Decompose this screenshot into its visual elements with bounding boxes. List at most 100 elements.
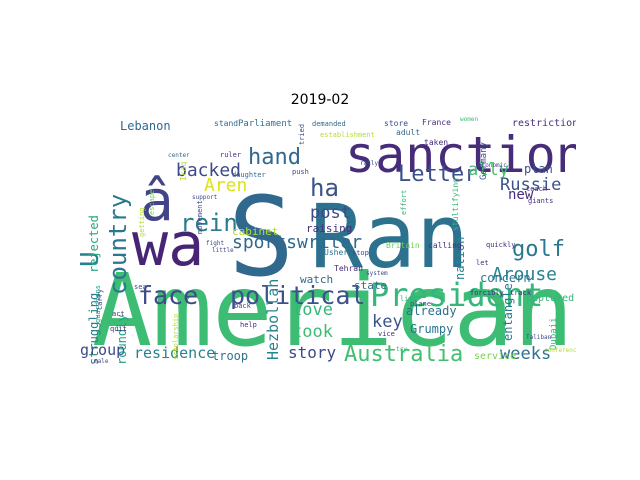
word-track: track <box>510 289 532 297</box>
word-little: little <box>212 247 234 254</box>
word-back: back <box>234 302 252 310</box>
word-guardians: guardians <box>94 285 102 323</box>
word-story: story <box>288 343 337 362</box>
word-arouse: Arouse <box>492 264 557 285</box>
word-demanded: demanded <box>312 120 346 128</box>
word-political: political <box>230 281 365 310</box>
word-backed: backed <box>176 160 241 181</box>
word-a: â <box>140 169 174 234</box>
word-forcibly: forcibly <box>470 289 504 297</box>
word-rein: rein <box>180 209 238 237</box>
word-effort: effort <box>400 190 408 215</box>
word-stand: stand <box>214 119 238 128</box>
word-adult: adult <box>396 128 420 137</box>
word-nation: nation <box>453 237 467 280</box>
word-hezbollah: Hezbollah <box>264 279 282 360</box>
word-ran: Ran <box>310 185 469 288</box>
word-getting: getting <box>138 207 146 237</box>
word-escape: escape <box>148 190 156 215</box>
word-group: group <box>80 341 125 359</box>
word-france: France <box>422 118 451 127</box>
word-u: U <box>80 251 105 267</box>
word-life: life <box>400 295 417 303</box>
word-sea: sea <box>134 283 147 291</box>
word-wa: wa <box>132 210 204 280</box>
word-lebanon: Lebanon <box>120 119 171 133</box>
word-quickly: quickly <box>486 241 516 249</box>
word-store: store <box>384 119 408 128</box>
word-ruler: ruler <box>220 151 241 159</box>
word-sanction: sanction <box>345 126 576 184</box>
word-post: post <box>310 203 351 223</box>
word-system: system <box>366 270 388 277</box>
word-dubaii: Dubaii <box>549 317 559 350</box>
word-troop: troop <box>212 349 248 363</box>
word-grumpy: Grumpy <box>410 322 453 336</box>
word-service: service <box>474 351 516 362</box>
word-golf: golf <box>512 237 565 262</box>
word-iraq: Iraq <box>179 162 188 181</box>
word-teach: teach <box>526 185 547 193</box>
word-australia: Australia <box>344 342 463 365</box>
chart-title: 2019-02 <box>290 92 350 108</box>
word-act: act <box>112 310 125 318</box>
word-russie: Russie <box>500 175 561 195</box>
word-economic: economic <box>478 162 507 169</box>
word-germany: Germany <box>479 141 489 180</box>
word-movement: movement <box>196 200 204 234</box>
word-taliban: Taliban <box>526 334 552 341</box>
word-center: center <box>168 152 190 159</box>
word-britain: Britain <box>386 241 420 250</box>
word-struggling: struggling <box>87 293 101 365</box>
word-restriction: restriction <box>512 118 576 129</box>
word-carry: carry <box>96 289 104 310</box>
word-took: took <box>292 322 333 342</box>
word-love: love <box>292 300 333 320</box>
word-watch: watch <box>300 273 333 286</box>
word-establishment: establishment <box>320 131 375 139</box>
word-american: American <box>92 252 574 365</box>
word-concern: concern <box>480 271 531 285</box>
word-vice: vice <box>378 330 395 338</box>
word-letter: Letter <box>398 162 477 187</box>
word-parliament: Parliament <box>238 119 292 129</box>
word-cabinet: cabinet <box>232 225 278 238</box>
word-weeks: weeks <box>500 344 551 364</box>
word-conference: conference <box>544 347 576 354</box>
word-country: country <box>104 194 132 295</box>
word-try: try <box>396 346 407 353</box>
word-tehran: Tehran <box>334 264 363 273</box>
word-push: push <box>292 168 309 176</box>
word-entangle: entangle <box>501 283 515 341</box>
word-plan: plan <box>524 162 553 176</box>
word-residence: residence <box>134 344 215 362</box>
word-stultifying: stultifying <box>451 178 460 231</box>
word-raising: raising <box>306 222 352 235</box>
word-let: let <box>476 259 489 267</box>
word-already: already <box>406 304 457 318</box>
word-roundly: roundly <box>115 314 129 365</box>
word-ally: ally <box>468 160 509 180</box>
word-scholarship: scholarship <box>172 314 180 360</box>
word-quit: quit <box>110 325 127 333</box>
word-daughter: daughter <box>232 171 266 179</box>
word-hand: hand <box>248 145 301 170</box>
word-ha: ha <box>310 174 339 202</box>
word-help: help <box>240 321 257 329</box>
word-key: key <box>372 312 403 332</box>
word-tried: tried <box>298 124 306 145</box>
word-rejected: rejected <box>87 215 101 273</box>
word-fight: fight <box>206 240 224 247</box>
word-face: face <box>138 281 198 310</box>
word-giants: giants <box>528 197 553 205</box>
word-usher: Usher <box>324 248 348 257</box>
word-stop: stop <box>352 249 369 257</box>
word-s: S <box>228 173 294 301</box>
word-aren: Aren <box>204 175 247 196</box>
word-support: support <box>192 194 218 201</box>
word-rally: rally <box>360 160 378 167</box>
word-captured: captured <box>526 293 574 304</box>
